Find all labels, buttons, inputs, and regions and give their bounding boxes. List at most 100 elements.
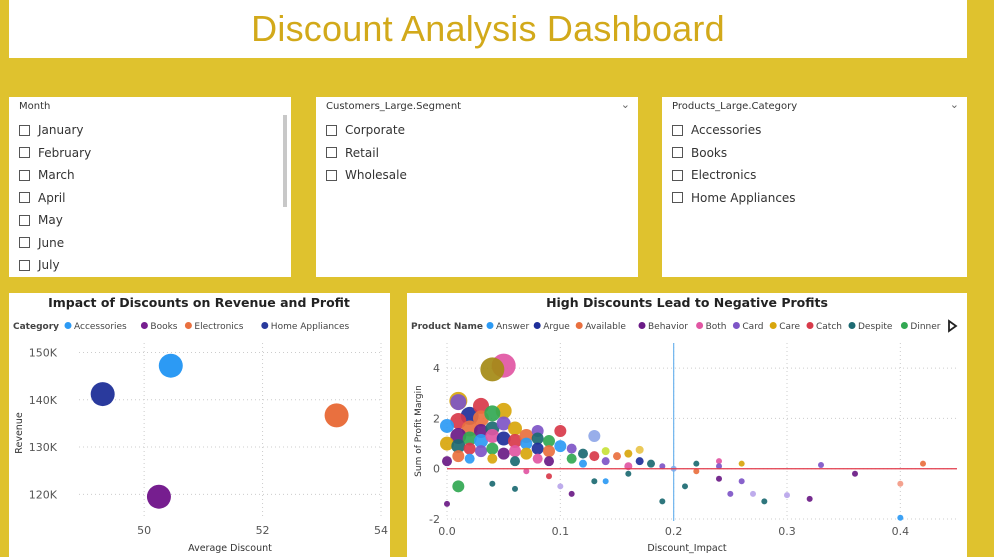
- legend-label: Catch: [816, 322, 842, 332]
- profit-margin-chart[interactable]: High Discounts Lead to Negative Profits P…: [407, 293, 967, 557]
- data-point: [591, 478, 598, 485]
- checkbox[interactable]: [19, 259, 30, 271]
- chevron-down-icon[interactable]: ⌄: [620, 98, 630, 111]
- category-option[interactable]: Electronics: [672, 164, 796, 187]
- y-tick-label: 2: [433, 412, 440, 425]
- data-point: [520, 447, 533, 460]
- category-slicer[interactable]: Products_Large.Category ⌄ Accessories Bo…: [662, 97, 967, 277]
- month-option[interactable]: June: [19, 232, 91, 255]
- month-option[interactable]: March: [19, 164, 91, 187]
- legend-label: Available: [585, 322, 626, 332]
- checkbox[interactable]: [19, 237, 30, 249]
- data-point: [486, 442, 499, 455]
- data-point: [487, 453, 498, 464]
- option-label: April: [38, 190, 66, 205]
- option-label: January: [38, 123, 84, 138]
- checkbox[interactable]: [672, 147, 683, 159]
- data-point: [897, 514, 904, 521]
- data-point: [578, 448, 588, 459]
- y-tick-label: 140K: [29, 394, 58, 407]
- checkbox[interactable]: [672, 169, 683, 181]
- legend-marker: [638, 322, 646, 329]
- data-point: [543, 435, 555, 448]
- chevron-down-icon[interactable]: ⌄: [949, 98, 959, 111]
- legend-marker: [261, 322, 269, 329]
- y-tick-label: 0: [433, 463, 440, 476]
- y-tick-label: -2: [429, 513, 440, 526]
- data-point: [897, 480, 904, 487]
- data-point: [761, 498, 768, 505]
- data-point: [484, 405, 501, 422]
- data-point: [543, 445, 555, 458]
- checkbox[interactable]: [672, 192, 683, 204]
- dashboard-title-bar: Discount Analysis Dashboard: [9, 0, 967, 58]
- data-point: [647, 459, 655, 468]
- data-point: [496, 416, 511, 431]
- legend-title: Category: [13, 322, 59, 332]
- data-point: [601, 457, 610, 466]
- checkbox[interactable]: [19, 147, 30, 159]
- segment-option[interactable]: Corporate: [326, 119, 407, 142]
- option-label: Retail: [345, 145, 379, 160]
- checkbox[interactable]: [19, 192, 30, 204]
- category-slicer-list: Accessories Books Electronics Home Appli…: [672, 119, 796, 209]
- data-point: [510, 456, 520, 467]
- month-slicer-header: Month: [19, 101, 51, 112]
- segment-slicer[interactable]: Customers_Large.Segment ⌄ Corporate Reta…: [316, 97, 638, 277]
- legend-marker: [486, 322, 494, 329]
- data-point: [727, 490, 734, 497]
- data-point: [588, 430, 601, 443]
- checkbox[interactable]: [326, 124, 337, 136]
- data-point: [566, 443, 577, 454]
- revenue-profit-chart[interactable]: Impact of Discounts on Revenue and Profi…: [9, 293, 390, 557]
- x-tick-label: 52: [256, 524, 270, 537]
- legend-marker: [696, 322, 704, 329]
- category-option[interactable]: Home Appliances: [672, 187, 796, 210]
- month-option[interactable]: January: [19, 119, 91, 142]
- category-option[interactable]: Accessories: [672, 119, 796, 142]
- month-option[interactable]: May: [19, 209, 91, 232]
- legend-next-arrow-icon[interactable]: [948, 319, 958, 333]
- checkbox[interactable]: [19, 124, 30, 136]
- segment-option[interactable]: Retail: [326, 142, 407, 165]
- option-label: Home Appliances: [691, 190, 796, 205]
- checkbox[interactable]: [19, 169, 30, 181]
- checkbox[interactable]: [19, 214, 30, 226]
- option-label: May: [38, 213, 63, 228]
- data-point: [852, 470, 858, 477]
- legend-marker: [806, 322, 814, 329]
- data-point: [146, 484, 171, 509]
- checkbox[interactable]: [326, 147, 337, 159]
- checkbox[interactable]: [672, 124, 683, 136]
- data-point: [523, 468, 530, 475]
- legend-marker: [140, 322, 148, 329]
- data-point: [784, 492, 790, 499]
- legend-marker: [900, 322, 908, 329]
- data-point: [566, 453, 577, 464]
- data-point: [557, 483, 564, 490]
- data-point: [602, 478, 609, 485]
- month-slicer[interactable]: Month January February March April May J…: [9, 97, 291, 277]
- category-option[interactable]: Books: [672, 142, 796, 165]
- data-point: [475, 445, 487, 458]
- x-tick-label: 0.1: [552, 525, 570, 538]
- chart-title: High Discounts Lead to Negative Profits: [546, 295, 828, 310]
- data-point: [473, 397, 489, 414]
- month-option[interactable]: February: [19, 142, 91, 165]
- data-point: [738, 478, 745, 485]
- legend-label: Behavior: [648, 322, 688, 332]
- x-tick-label: 50: [137, 524, 151, 537]
- option-label: June: [38, 235, 65, 250]
- y-axis-label: Sum of Profit Margin: [414, 385, 424, 477]
- month-option[interactable]: July: [19, 254, 91, 277]
- legend-marker: [184, 322, 192, 329]
- checkbox[interactable]: [326, 169, 337, 181]
- month-option[interactable]: April: [19, 187, 91, 210]
- data-point: [531, 442, 544, 455]
- month-slicer-scrollbar[interactable]: [283, 115, 287, 207]
- segment-option[interactable]: Wholesale: [326, 164, 407, 187]
- x-axis-label: Discount_Impact: [647, 543, 727, 554]
- option-label: Accessories: [691, 123, 762, 138]
- data-point: [554, 440, 567, 453]
- data-point: [464, 453, 475, 464]
